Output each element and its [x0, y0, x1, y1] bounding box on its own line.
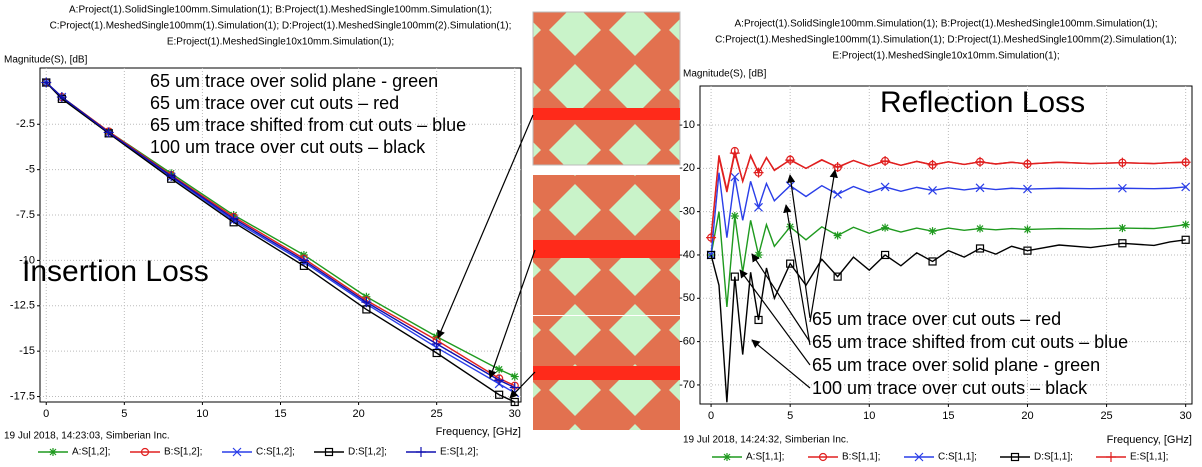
legend-label: C:S[1,2]; [256, 447, 295, 458]
y-axis-label: Magnitude(S), [dB] [4, 55, 88, 66]
x-tick-label: 15 [942, 410, 954, 422]
annotation: 65 um trace over solid plane - green [812, 355, 1100, 375]
legend-marker [416, 447, 426, 457]
legend-label: B:S[1,2]; [164, 447, 202, 458]
chart-header: E:Project(1).MeshedSingle10x10mm.Simulat… [167, 37, 394, 48]
data-point [1023, 225, 1031, 233]
chart-header: A:Project(1).SolidSingle100mm.Simulation… [735, 19, 1158, 30]
legend-marker [723, 453, 731, 461]
trace-band [533, 108, 680, 120]
chart-header: A:Project(1).SolidSingle100mm.Simulation… [69, 5, 492, 16]
annotation: 65 um trace over cut outs – red [150, 93, 399, 113]
x-axis-label: Frequency, [GHz] [436, 426, 521, 438]
y-tick-label: -20 [679, 162, 695, 174]
y-axis-label: Magnitude(S), [dB] [683, 69, 767, 80]
data-point [834, 231, 842, 239]
legend-label: D:S[1,2]; [348, 447, 387, 458]
x-tick-label: 5 [121, 408, 127, 420]
legend-label: E:S[1,1]; [1130, 452, 1168, 462]
footer: 19 Jul 2018, 14:23:03, Simberian Inc. [4, 431, 170, 442]
data-point [755, 251, 763, 259]
y-tick-label: -30 [679, 206, 695, 218]
chart-title: Reflection Loss [880, 86, 1085, 119]
data-point [1118, 224, 1126, 232]
data-point [881, 224, 889, 232]
y-tick-label: -15 [19, 345, 35, 357]
x-tick-label: 10 [196, 408, 208, 420]
legend-label: E:S[1,2]; [440, 447, 478, 458]
legend-label: A:S[1,2]; [72, 447, 110, 458]
legend-marker [49, 448, 57, 456]
y-tick-label: -2.5 [16, 118, 35, 130]
y-tick-label: -70 [679, 379, 695, 391]
chart: A:Project(1).SolidSingle100mm.Simulation… [4, 5, 521, 458]
chart-header: C:Project(1).MeshedSingle100mm(1).Simula… [715, 35, 1177, 46]
x-tick-label: 30 [1180, 410, 1192, 422]
annotation: 100 um trace over cut outs – black [150, 137, 426, 157]
chart-header: E:Project(1).MeshedSingle10x10mm.Simulat… [832, 51, 1059, 62]
trace-band [533, 366, 680, 380]
legend-label: C:S[1,1]; [938, 452, 977, 462]
data-point [1182, 221, 1190, 229]
y-tick-label: -10 [679, 119, 695, 131]
data-point [495, 365, 503, 373]
x-axis-label: Frequency, [GHz] [1107, 434, 1192, 446]
x-tick-label: 25 [431, 408, 443, 420]
legend-label: D:S[1,1]; [1034, 452, 1073, 462]
x-tick-label: 0 [708, 410, 714, 422]
legend-label: A:S[1,1]; [746, 452, 784, 462]
y-tick-label: -60 [679, 336, 695, 348]
screenshot: A:Project(1).SolidSingle100mm.Simulation… [0, 0, 1202, 462]
y-tick-label: -5 [25, 164, 35, 176]
chart-header: C:Project(1).MeshedSingle100mm(1).Simula… [50, 21, 512, 32]
trace-band [533, 240, 680, 258]
annotation: 65 um trace shifted from cut outs – blue [812, 332, 1128, 352]
y-tick-label: -7.5 [16, 209, 35, 221]
data-point [929, 227, 937, 235]
annotation: 65 um trace shifted from cut outs – blue [150, 115, 466, 135]
layout-image [533, 12, 680, 165]
data-point [731, 212, 739, 220]
footer: 19 Jul 2018, 14:24:32, Simberian Inc. [683, 435, 849, 446]
annotation: 65 um trace over cut outs – red [812, 309, 1061, 329]
x-tick-label: 10 [863, 410, 875, 422]
chart-title: Insertion Loss [22, 255, 209, 288]
annotation: 65 um trace over solid plane - green [150, 71, 438, 91]
layout-images [533, 12, 680, 430]
y-tick-label: -17.5 [10, 390, 35, 402]
y-tick-label: -50 [679, 292, 695, 304]
x-tick-label: 20 [1021, 410, 1033, 422]
legend-label: B:S[1,1]; [842, 452, 880, 462]
x-tick-label: 15 [274, 408, 286, 420]
x-tick-label: 25 [1100, 410, 1112, 422]
x-tick-label: 5 [787, 410, 793, 422]
y-tick-label: -12.5 [10, 300, 35, 312]
data-point [511, 373, 519, 381]
y-tick-label: -40 [679, 249, 695, 261]
x-tick-label: 30 [509, 408, 521, 420]
x-tick-label: 0 [43, 408, 49, 420]
chart: A:Project(1).SolidSingle100mm.Simulation… [679, 19, 1192, 462]
x-tick-label: 20 [352, 408, 364, 420]
annotation: 100 um trace over cut outs – black [812, 378, 1088, 398]
data-point [976, 225, 984, 233]
legend-marker [1106, 452, 1116, 462]
